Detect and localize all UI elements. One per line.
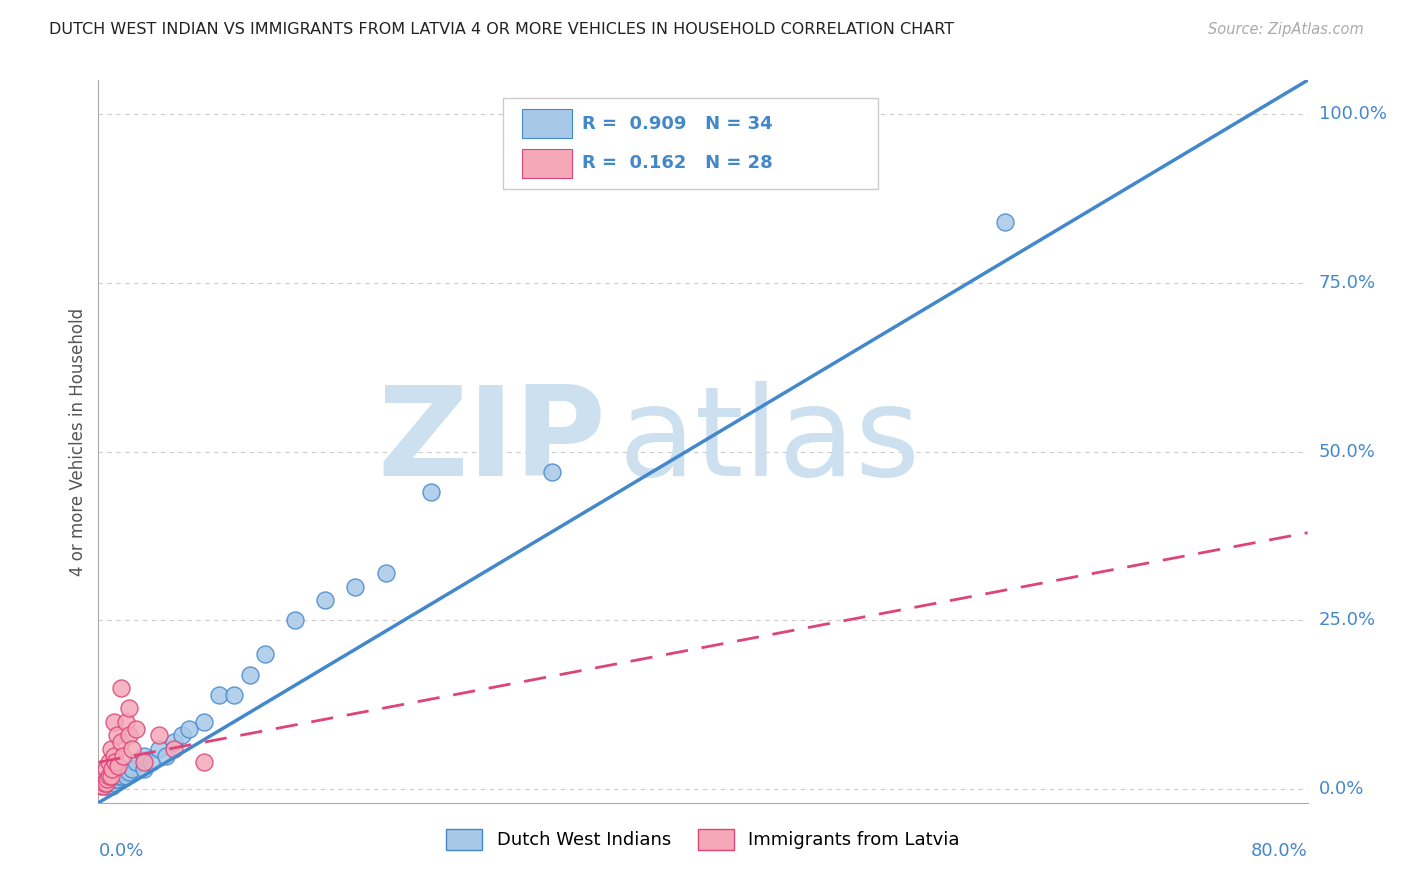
Point bbox=[170, 728, 193, 742]
Point bbox=[111, 765, 134, 780]
Point bbox=[101, 779, 124, 793]
Point bbox=[125, 722, 148, 736]
Point bbox=[132, 756, 155, 770]
Point bbox=[163, 735, 186, 749]
Point bbox=[114, 769, 136, 783]
Point bbox=[98, 769, 121, 783]
Point bbox=[105, 728, 128, 742]
Point bbox=[110, 769, 132, 783]
Point bbox=[148, 741, 170, 756]
FancyBboxPatch shape bbox=[503, 98, 879, 189]
Point bbox=[103, 772, 125, 787]
Text: 80.0%: 80.0% bbox=[1251, 842, 1308, 860]
Text: 25.0%: 25.0% bbox=[1319, 612, 1376, 630]
Point bbox=[314, 593, 336, 607]
Point bbox=[155, 748, 177, 763]
Point bbox=[100, 741, 122, 756]
Point bbox=[193, 714, 215, 729]
FancyBboxPatch shape bbox=[522, 109, 572, 138]
Point bbox=[148, 728, 170, 742]
Point bbox=[121, 762, 143, 776]
Text: R =  0.162   N = 28: R = 0.162 N = 28 bbox=[582, 154, 773, 172]
Point bbox=[132, 762, 155, 776]
Point bbox=[239, 667, 262, 681]
Point bbox=[132, 748, 155, 763]
Text: 100.0%: 100.0% bbox=[1319, 105, 1386, 123]
Point bbox=[125, 756, 148, 770]
Point bbox=[107, 769, 129, 783]
Point bbox=[94, 775, 117, 789]
FancyBboxPatch shape bbox=[522, 149, 572, 178]
Point bbox=[98, 775, 121, 789]
Point bbox=[208, 688, 231, 702]
Text: Source: ZipAtlas.com: Source: ZipAtlas.com bbox=[1208, 22, 1364, 37]
Point bbox=[104, 756, 127, 770]
Point bbox=[90, 779, 112, 793]
Point bbox=[141, 756, 163, 770]
Point bbox=[118, 701, 141, 715]
Point bbox=[107, 758, 129, 772]
Point bbox=[100, 777, 122, 791]
Text: atlas: atlas bbox=[619, 381, 921, 502]
Point bbox=[100, 769, 122, 783]
Point bbox=[284, 614, 307, 628]
Point bbox=[96, 772, 118, 787]
Text: 0.0%: 0.0% bbox=[1319, 780, 1364, 798]
Point bbox=[110, 735, 132, 749]
Text: DUTCH WEST INDIAN VS IMMIGRANTS FROM LATVIA 4 OR MORE VEHICLES IN HOUSEHOLD CORR: DUTCH WEST INDIAN VS IMMIGRANTS FROM LAT… bbox=[49, 22, 955, 37]
Point bbox=[105, 772, 128, 787]
Point bbox=[93, 775, 115, 789]
Point bbox=[193, 756, 215, 770]
Point bbox=[344, 580, 367, 594]
Legend: Dutch West Indians, Immigrants from Latvia: Dutch West Indians, Immigrants from Latv… bbox=[437, 820, 969, 859]
Point bbox=[179, 722, 201, 736]
Point bbox=[94, 779, 117, 793]
Point bbox=[110, 681, 132, 695]
Y-axis label: 4 or more Vehicles in Household: 4 or more Vehicles in Household bbox=[69, 308, 87, 575]
Point bbox=[540, 465, 562, 479]
Point bbox=[103, 748, 125, 763]
Point bbox=[94, 762, 117, 776]
Point bbox=[111, 748, 134, 763]
Point bbox=[163, 741, 186, 756]
Text: 75.0%: 75.0% bbox=[1319, 274, 1376, 292]
Point bbox=[91, 779, 114, 793]
Point bbox=[118, 728, 141, 742]
Point bbox=[994, 215, 1017, 229]
Point bbox=[101, 762, 124, 776]
Text: ZIP: ZIP bbox=[378, 381, 606, 502]
Point bbox=[98, 756, 121, 770]
Point bbox=[118, 765, 141, 780]
Point bbox=[224, 688, 246, 702]
Point bbox=[103, 775, 125, 789]
Point bbox=[121, 741, 143, 756]
Text: 50.0%: 50.0% bbox=[1319, 442, 1375, 460]
Point bbox=[114, 714, 136, 729]
Point bbox=[374, 566, 396, 581]
Point bbox=[253, 647, 276, 661]
Text: R =  0.909   N = 34: R = 0.909 N = 34 bbox=[582, 114, 773, 133]
Point bbox=[103, 714, 125, 729]
Text: 0.0%: 0.0% bbox=[98, 842, 143, 860]
Point bbox=[420, 485, 443, 500]
